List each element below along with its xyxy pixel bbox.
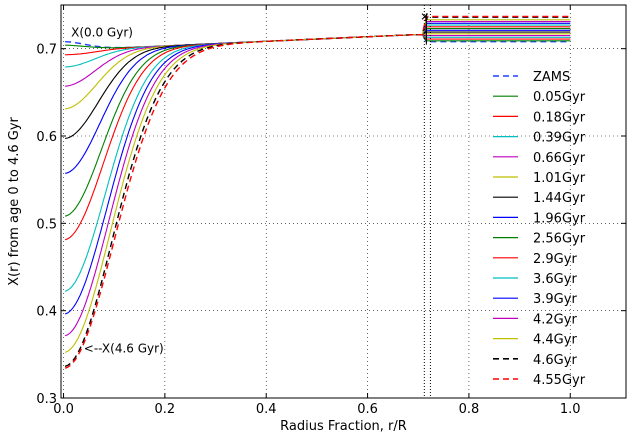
legend-label: 4.2Gyr — [533, 312, 577, 327]
series-line — [64, 29, 571, 174]
y-tick-label: 0.6 — [36, 130, 57, 145]
x-tick-label: 0.4 — [256, 402, 277, 417]
x-tick-label: 0.2 — [155, 402, 176, 417]
axis-ticks: 0.0 0.2 0.4 0.6 0.8 1.0 0.3 0.4 0.5 0.6 0.7 — [36, 5, 626, 417]
legend-label: 4.4Gyr — [533, 333, 577, 348]
series-line — [65, 34, 571, 87]
series-lines — [64, 15, 571, 369]
legend-label: 0.39Gyr — [533, 131, 586, 146]
x-tick-label: 1.0 — [560, 402, 581, 417]
envelope-markers: ✕ — [420, 5, 431, 398]
legend-label: 1.96Gyr — [533, 211, 586, 226]
series-line — [64, 19, 571, 353]
series-line — [65, 33, 571, 110]
legend-label: 3.6Gyr — [533, 272, 577, 287]
legend-label: 2.9Gyr — [533, 252, 577, 267]
series-line — [64, 24, 571, 292]
series-line — [64, 15, 571, 369]
series-line — [64, 16, 571, 368]
legend-label: 1.44Gyr — [533, 191, 586, 206]
y-tick-label: 0.5 — [36, 217, 57, 232]
plot-frame — [60, 4, 627, 399]
series-line — [64, 21, 571, 337]
legend-label: 1.01Gyr — [533, 171, 586, 186]
legend: ZAMS 0.05Gyr 0.18Gyr 0.39Gyr 0.66Gyr 1.01Gyr 1… — [493, 70, 586, 388]
legend-label: 0.18Gyr — [533, 110, 586, 125]
annotations: X(0.0 Gyr) <--X(4.6 Gyr) — [71, 25, 164, 355]
x-marker: ✕ — [420, 10, 429, 23]
x-tick-label: 0.0 — [53, 402, 74, 417]
annotation-text: X(0.0 Gyr) — [71, 25, 133, 39]
x-tick-label: 0.8 — [459, 402, 480, 417]
y-tick-label: 0.4 — [36, 305, 57, 320]
x-tick-label: 0.6 — [357, 402, 378, 417]
legend-label: 0.66Gyr — [533, 151, 586, 166]
y-tick-label: 0.3 — [36, 392, 57, 407]
y-axis-label: X(r) from age 0 to 4.6 Gyr — [7, 116, 22, 285]
series-line — [65, 34, 571, 49]
annotation-text: <--X(4.6 Gyr) — [84, 342, 164, 356]
legend-label: 4.6Gyr — [533, 353, 577, 368]
legend-label: 4.55Gyr — [533, 373, 586, 388]
y-tick-label: 0.7 — [36, 43, 57, 58]
legend-label: 0.05Gyr — [533, 90, 586, 105]
legend-label: 2.56Gyr — [533, 232, 586, 247]
grid — [61, 5, 626, 399]
x-axis-label: Radius Fraction, r/R — [280, 419, 407, 434]
legend-label: 3.9Gyr — [533, 292, 577, 307]
legend-label: ZAMS — [533, 70, 570, 85]
